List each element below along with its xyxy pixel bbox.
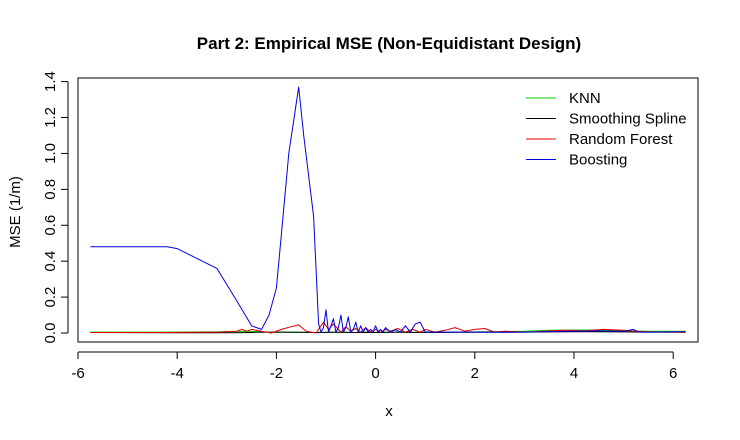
y-tick-label: 0.8 (42, 179, 59, 200)
x-axis-title: x (385, 403, 393, 420)
series-layer (90, 86, 686, 334)
y-tick-label: 1.0 (42, 143, 59, 164)
x-tick-label: -6 (71, 365, 84, 382)
y-tick-label: 1.4 (42, 71, 59, 92)
x-tick-label: 6 (669, 365, 677, 382)
x-tick-label: -4 (171, 365, 184, 382)
y-axis-title: MSE (1/m) (7, 176, 24, 248)
series-line-boosting (90, 86, 686, 333)
legend-label-boosting: Boosting (569, 152, 627, 169)
legend-label-smoothing-spline: Smoothing Spline (569, 111, 687, 128)
y-tick-label: 0.0 (42, 323, 59, 344)
y-tick-label: 0.6 (42, 215, 59, 236)
y-axis: 0.0 0.2 0.4 0.6 0.8 1.0 1.2 1.4 (42, 71, 69, 344)
x-tick-label: 2 (471, 365, 479, 382)
legend-label-knn: KNN (569, 90, 601, 107)
x-tick-label: 4 (570, 365, 578, 382)
x-tick-label: 0 (371, 365, 379, 382)
legend-label-random-forest: Random Forest (569, 131, 673, 148)
plot-frame (77, 77, 699, 343)
y-tick-label: 0.4 (42, 251, 59, 272)
chart-title: Part 2: Empirical MSE (Non-Equidistant D… (197, 34, 581, 53)
legend: KNN Smoothing Spline Random Forest Boosting (526, 90, 687, 169)
x-tick-label: -2 (270, 365, 283, 382)
y-tick-label: 1.2 (42, 107, 59, 128)
y-tick-label: 0.2 (42, 287, 59, 308)
x-axis: -6 -4 -2 0 2 4 6 (71, 351, 677, 382)
